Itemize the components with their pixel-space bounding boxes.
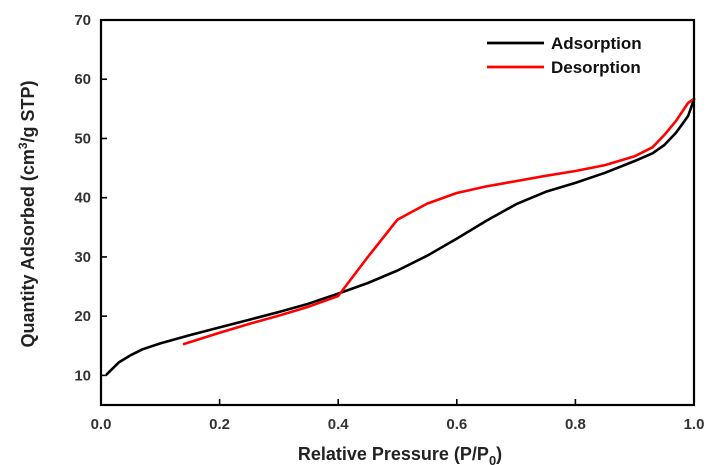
series-line-desorption: [182, 97, 696, 346]
x-tick-label: 0.6: [446, 416, 467, 433]
series-line-adsorption: [105, 98, 696, 376]
x-tick-label: 0.8: [565, 416, 586, 433]
y-tick-label: 30: [74, 249, 91, 266]
y-tick-label: 20: [74, 308, 91, 325]
x-axis-title: Relative Pressure (P/P0): [298, 444, 502, 465]
x-tick-label: 1.0: [684, 416, 705, 433]
x-tick-label: 0.4: [328, 416, 350, 433]
y-tick-label: 40: [74, 190, 91, 207]
legend: Adsorption Desorption: [487, 34, 642, 77]
y-tick-label: 70: [74, 12, 91, 29]
legend-label-adsorption: Adsorption: [551, 34, 642, 53]
y-axis-title: Quantity Adsorbed (cm3/g STP): [16, 80, 38, 347]
x-tick-label: 0.0: [91, 416, 112, 433]
ticks-layer: 0.0 0.2 0.4 0.6 0.8 1.0 10 20 30 40 50 60 70: [74, 12, 704, 433]
series-layer: [105, 97, 696, 376]
plot-frame: [99, 18, 696, 407]
x-axis-title-end: ): [496, 444, 502, 464]
x-tick-label: 0.2: [209, 416, 230, 433]
y-axis-title-end: /g STP): [18, 80, 38, 142]
y-axis-title-main: Quantity Adsorbed (cm: [18, 149, 38, 347]
legend-label-desorption: Desorption: [551, 58, 641, 77]
y-tick-label: 10: [74, 367, 91, 384]
x-axis-title-main: Relative Pressure (P/P: [298, 444, 489, 464]
y-axis-title-superscript: 3: [16, 142, 30, 149]
x-axis-title-subscript: 0: [489, 453, 496, 465]
y-tick-label: 50: [74, 130, 91, 147]
y-tick-label: 60: [74, 71, 91, 88]
